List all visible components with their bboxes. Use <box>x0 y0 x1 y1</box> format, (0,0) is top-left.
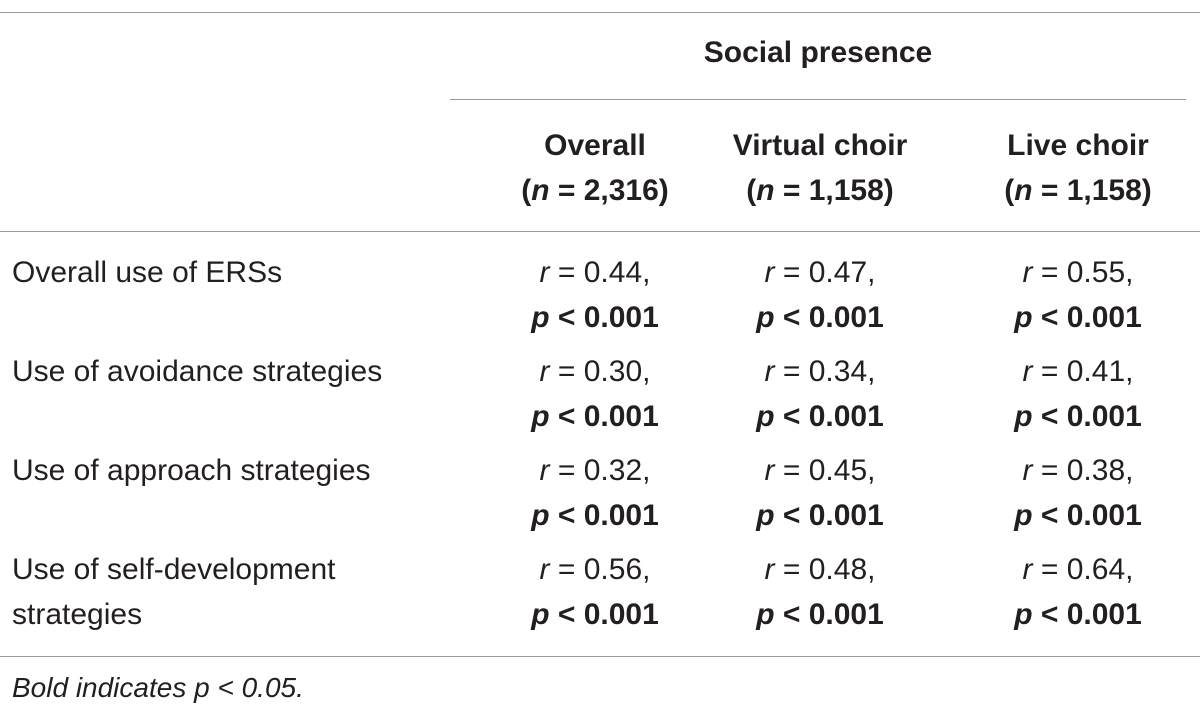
n-value: 1,158 <box>808 174 884 207</box>
n-value: 2,316 <box>583 174 659 207</box>
table-cell: r = 0.32, <box>539 454 651 487</box>
table-cell: p < 0.001 <box>756 598 884 631</box>
table-cell: p < 0.001 <box>531 301 659 334</box>
table-footnote: Bold indicates p < 0.05. <box>12 672 304 703</box>
row-label-approach: Use of approach strategies <box>12 454 371 487</box>
table-cell: p < 0.001 <box>1014 499 1142 532</box>
n-symbol: n <box>1014 174 1033 207</box>
r-value: 0.34 <box>808 355 868 388</box>
column-header-label: Live choir <box>1007 129 1149 162</box>
table-cell: r = 0.41, <box>1022 355 1134 388</box>
r-value: 0.47 <box>808 256 868 289</box>
p-value: 0.001 <box>1066 499 1142 532</box>
group-header: Social presence <box>703 36 933 69</box>
row-label-overall-use: Overall use of ERSs <box>12 256 283 289</box>
header-rule <box>0 231 1200 232</box>
row-label-avoidance: Use of avoidance strategies <box>12 355 383 388</box>
p-value: 0.001 <box>808 400 884 433</box>
p-value: 0.001 <box>583 400 659 433</box>
table-cell: r = 0.38, <box>1022 454 1134 487</box>
group-header-rule <box>450 99 1186 100</box>
p-value: 0.001 <box>583 499 659 532</box>
table-cell: p < 0.001 <box>1014 301 1142 334</box>
table-cell: p < 0.001 <box>531 598 659 631</box>
top-rule <box>0 12 1200 13</box>
table-cell: r = 0.56, <box>539 553 651 586</box>
column-header-virtual-choir: Virtual choir <box>690 131 950 161</box>
column-header-overall: Overall <box>450 131 740 161</box>
n-symbol: n <box>531 174 550 207</box>
r-value: 0.30 <box>583 355 643 388</box>
r-value: 0.38 <box>1066 454 1126 487</box>
row-label-self-development: Use of self-development <box>12 553 336 586</box>
column-header-overall-n: (n = 2,316) <box>521 174 669 207</box>
table-cell: p < 0.001 <box>1014 400 1142 433</box>
r-value: 0.64 <box>1066 553 1126 586</box>
table-cell: r = 0.44, <box>539 256 651 289</box>
p-value: 0.001 <box>808 301 884 334</box>
r-value: 0.44 <box>583 256 643 289</box>
r-value: 0.41 <box>1066 355 1126 388</box>
r-value: 0.45 <box>808 454 868 487</box>
p-value: 0.001 <box>583 598 659 631</box>
p-value: 0.001 <box>1066 598 1142 631</box>
r-value: 0.56 <box>583 553 643 586</box>
r-value: 0.48 <box>808 553 868 586</box>
n-symbol: n <box>756 174 775 207</box>
p-value: 0.001 <box>808 499 884 532</box>
r-value: 0.32 <box>583 454 643 487</box>
table-cell: p < 0.001 <box>1014 598 1142 631</box>
column-header-label: Virtual choir <box>732 129 908 162</box>
table-cell: r = 0.34, <box>764 355 876 388</box>
p-value: 0.001 <box>1066 301 1142 334</box>
p-value: 0.001 <box>1066 400 1142 433</box>
n-value: 1,158 <box>1066 174 1142 207</box>
p-value: 0.001 <box>583 301 659 334</box>
table-cell: r = 0.47, <box>764 256 876 289</box>
table-cell: p < 0.001 <box>756 301 884 334</box>
r-value: 0.55 <box>1066 256 1126 289</box>
p-value: 0.001 <box>808 598 884 631</box>
table-cell: r = 0.48, <box>764 553 876 586</box>
bottom-rule <box>0 656 1200 657</box>
table-cell: r = 0.30, <box>539 355 651 388</box>
table-cell: r = 0.64, <box>1022 553 1134 586</box>
row-label-self-development-cont: strategies <box>12 598 143 631</box>
column-header-live-choir-n: (n = 1,158) <box>1004 174 1152 207</box>
table-cell: p < 0.001 <box>756 400 884 433</box>
column-header-label: Overall <box>544 129 646 162</box>
column-header-virtual-choir-n: (n = 1,158) <box>746 174 894 207</box>
column-header-live-choir: Live choir <box>960 131 1196 161</box>
table-cell: p < 0.001 <box>531 499 659 532</box>
table-cell: p < 0.001 <box>531 400 659 433</box>
table-cell: p < 0.001 <box>756 499 884 532</box>
table-cell: r = 0.45, <box>764 454 876 487</box>
table-cell: r = 0.55, <box>1022 256 1134 289</box>
